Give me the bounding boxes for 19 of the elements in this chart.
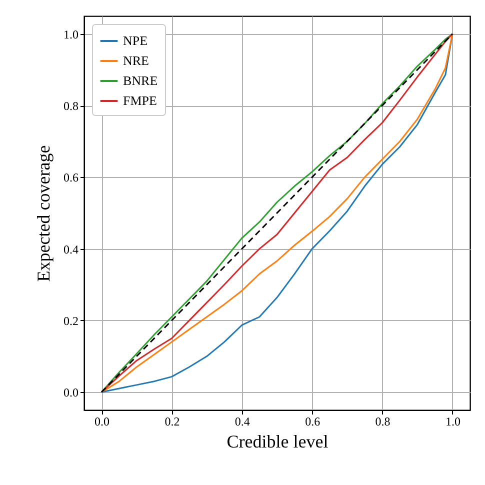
x-axis-title: Credible level <box>226 432 328 452</box>
legend-label: BNRE <box>123 73 158 88</box>
x-tick-label: 0.2 <box>164 414 180 428</box>
x-tick-label: 0.4 <box>234 414 250 428</box>
legend-label: NRE <box>123 53 150 68</box>
y-tick-label: 0.2 <box>64 314 78 328</box>
y-tick-label: 0.0 <box>64 386 78 400</box>
y-tick-label: 0.6 <box>64 170 78 185</box>
x-tick-label: 1.0 <box>445 414 460 428</box>
y-axis-title: Expected coverage <box>34 145 54 282</box>
x-tick-label: 0.6 <box>305 414 320 428</box>
line-series <box>100 33 454 393</box>
y-tick-label: 0.4 <box>64 242 78 256</box>
y-tick-label: 1.0 <box>64 27 78 42</box>
legend-label: NPE <box>123 33 148 48</box>
x-tick-label: 0.8 <box>375 414 390 428</box>
x-tick-label: 0.0 <box>94 414 110 428</box>
y-tick-label: 0.8 <box>64 99 78 114</box>
legend-label: FMPE <box>123 93 158 108</box>
